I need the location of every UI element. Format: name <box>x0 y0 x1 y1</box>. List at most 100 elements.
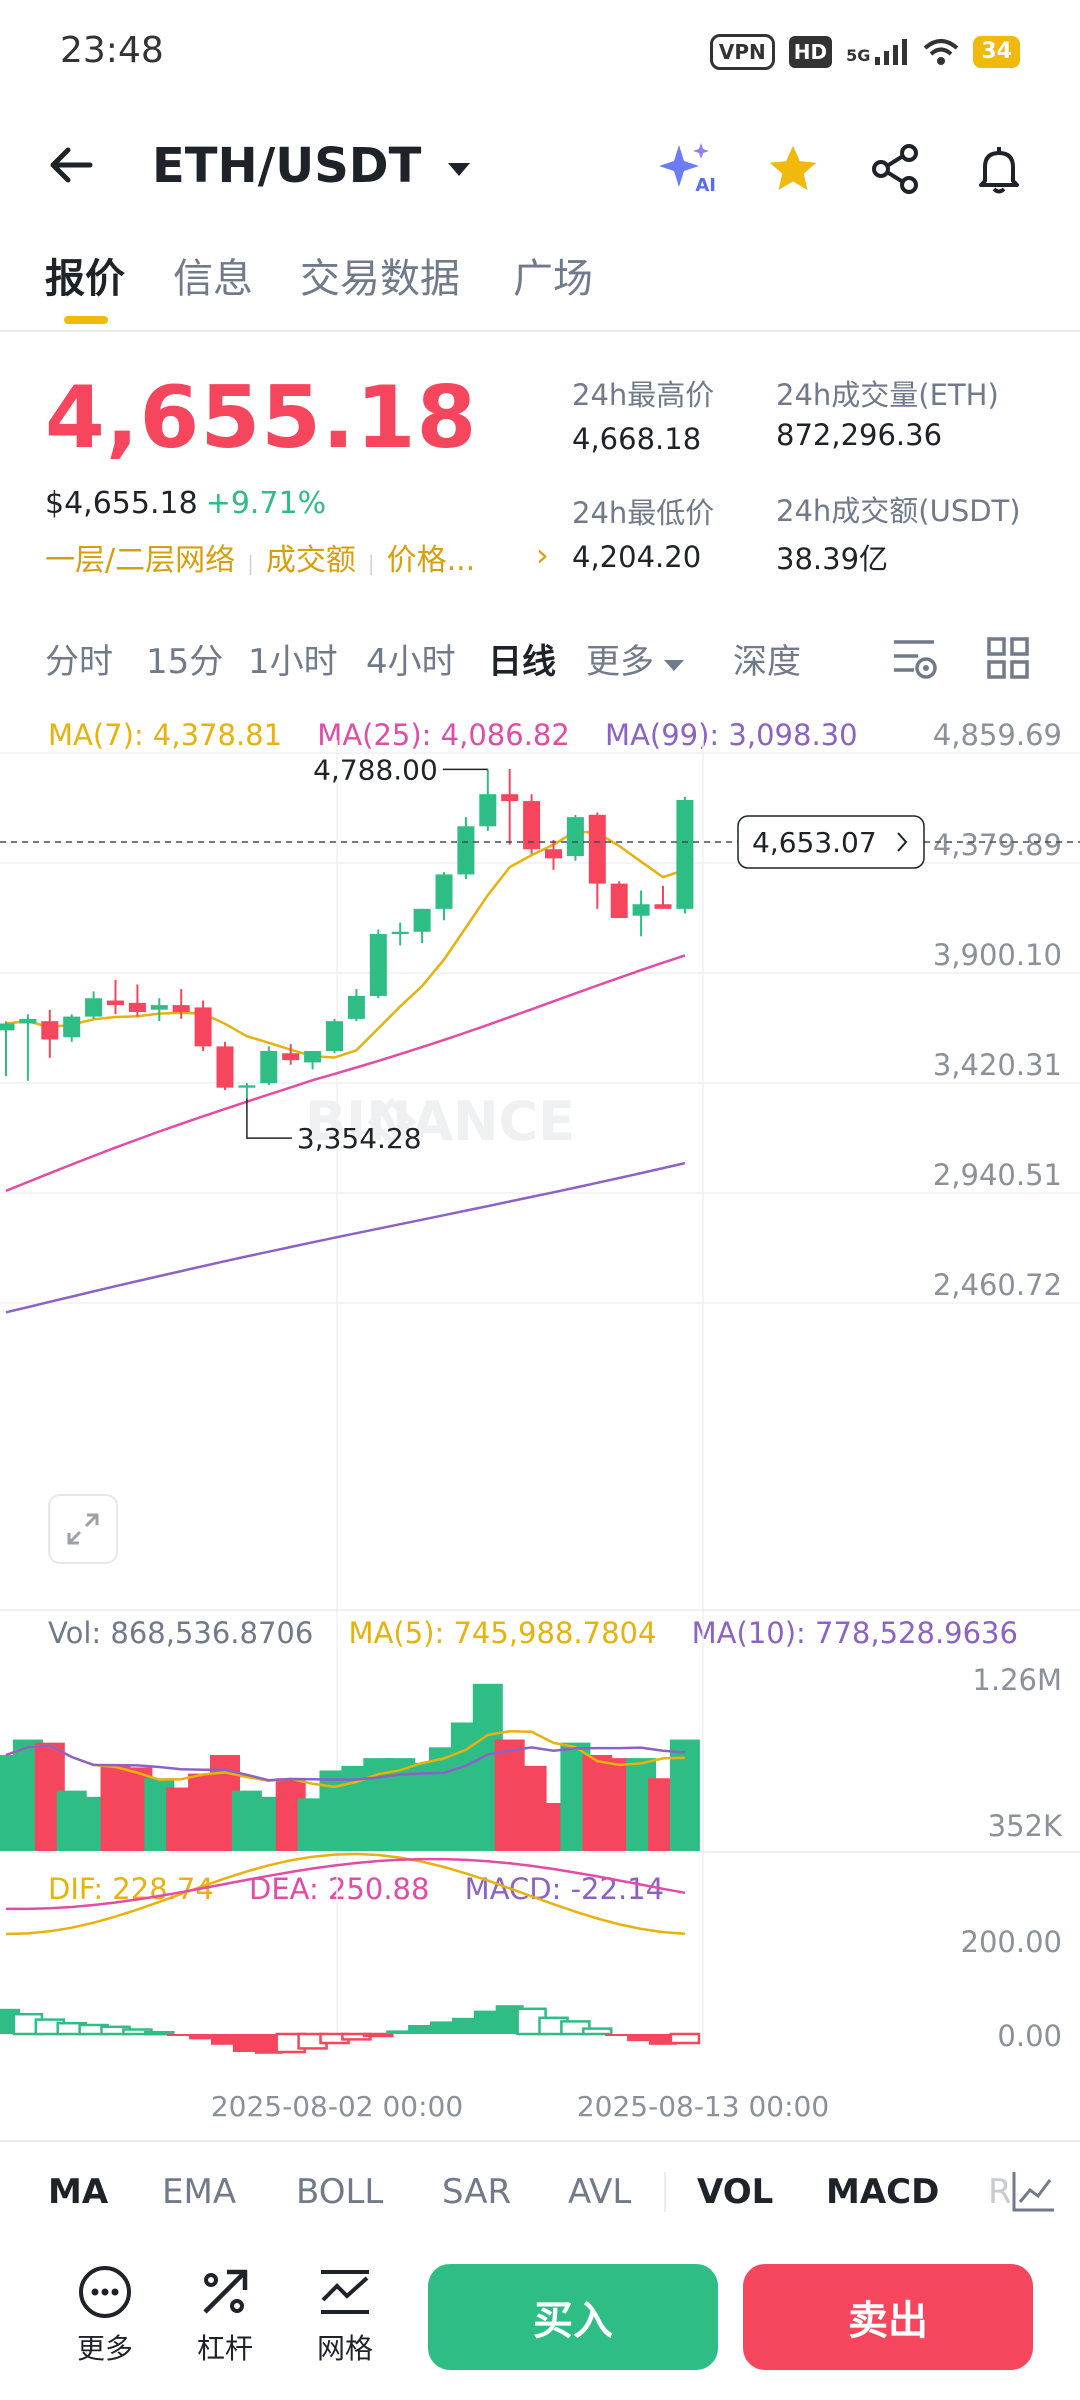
chart-settings-icon[interactable] <box>1010 2168 1056 2218</box>
vol-eth-label: 24h成交量(ETH) <box>776 378 999 412</box>
bell-icon[interactable] <box>964 134 1034 204</box>
macd-histogram-bar <box>473 2010 502 2034</box>
vol-ma5-legend: MA(5): 745,988.7804 <box>348 1616 657 1650</box>
high-marker-label: 4,788.00 <box>313 753 438 786</box>
price-axis-label: 3,900.10 <box>933 938 1062 972</box>
status-time: 23:48 <box>60 30 164 71</box>
dea-line <box>6 1857 686 1911</box>
macd-histogram-bar <box>144 2030 175 2036</box>
pair-selector[interactable]: ETH/USDT <box>152 138 474 194</box>
tab-square[interactable]: 广场 <box>513 256 593 302</box>
candle-body <box>457 826 475 875</box>
volume-axis-label: 352K <box>988 1809 1063 1843</box>
ai-label: AI <box>695 175 716 196</box>
low-value: 4,204.20 <box>572 540 702 574</box>
candle-body <box>150 1005 168 1010</box>
ind-macd[interactable]: MACD <box>826 2172 940 2212</box>
candle-body <box>566 817 584 857</box>
interval-more[interactable]: 更多 <box>586 634 686 683</box>
ind-ma[interactable]: MA <box>48 2172 109 2212</box>
candle-body <box>128 1002 146 1012</box>
buy-button[interactable]: 买入 <box>428 2264 718 2370</box>
ma99-line <box>5 1161 686 1314</box>
dea-legend: DEA: 250.88 <box>249 1872 430 1906</box>
ind-vol[interactable]: VOL <box>697 2172 774 2212</box>
price-axis-label: 4,859.69 <box>933 718 1062 752</box>
candle-body <box>19 1018 37 1024</box>
interval-4h[interactable]: 4小时 <box>366 642 456 682</box>
tab-info[interactable]: 信息 <box>173 256 253 302</box>
more-label: 更多 <box>76 2332 133 2365</box>
candle-body <box>326 1021 343 1051</box>
macd-histogram-bar <box>627 2034 656 2042</box>
candle-body <box>523 801 541 850</box>
macd-histogram-bar <box>451 2017 480 2034</box>
vol-ma5-line <box>5 1729 685 1789</box>
interval-time[interactable]: 分时 <box>45 642 113 682</box>
indicator-settings-icon[interactable] <box>890 636 938 686</box>
ind-divider <box>664 2172 666 2212</box>
tab-quote[interactable]: 报价 <box>45 256 125 302</box>
more-action[interactable]: 更多 <box>60 2264 150 2367</box>
interval-depth[interactable]: 深度 <box>733 642 801 682</box>
grid-action[interactable]: 网格 <box>300 2264 390 2367</box>
low-marker-label: 3,354.28 <box>297 1122 422 1155</box>
interval-bar: 分时 15分 1小时 4小时 日线 更多 深度 <box>0 630 1080 690</box>
macd-histogram-bar <box>189 2034 218 2040</box>
interval-15m[interactable]: 15分 <box>146 642 224 682</box>
layout-grid-icon[interactable] <box>986 636 1030 684</box>
leverage-action[interactable]: 杠杆 <box>180 2264 270 2367</box>
hd-icon: HD <box>788 36 833 68</box>
tab-trade-data[interactable]: 交易数据 <box>300 256 460 302</box>
high-label: 24h最高价 <box>572 378 715 412</box>
candle-body <box>216 1046 234 1088</box>
low-label: 24h最低价 <box>572 496 715 530</box>
tag-price[interactable]: 价格... <box>386 543 476 578</box>
caret-down-icon <box>448 163 471 176</box>
date-axis-label: 2025-08-13 00:00 <box>577 2090 829 2123</box>
interval-1d[interactable]: 日线 <box>488 642 556 682</box>
macd-histogram-bar <box>386 2030 415 2034</box>
tag-turnover[interactable]: 成交额 <box>265 543 356 578</box>
candle-body <box>501 794 519 802</box>
current-price-tag <box>737 815 925 869</box>
high-value: 4,668.18 <box>572 422 702 456</box>
change-percent: +9.71% <box>205 486 327 521</box>
candle-body <box>107 1000 124 1006</box>
volume-axis-label: 1.26M <box>972 1663 1062 1697</box>
macd-histogram-bar <box>232 2034 261 2052</box>
ind-boll[interactable]: BOLL <box>296 2172 384 2212</box>
top-tabs: 报价 信息 交易数据 广场 <box>0 238 1080 332</box>
pair-title: ETH/USDT <box>152 138 422 194</box>
indicator-tabs: MA EMA BOLL SAR AVL VOL MACD RSI <box>0 2140 1080 2242</box>
fullscreen-button[interactable] <box>48 1494 118 1564</box>
binance-logo-icon <box>367 1097 417 1147</box>
action-bar: 更多 杠杆 网格 买入 卖出 <box>0 2244 1080 2400</box>
candle-body <box>676 799 694 909</box>
tag-network[interactable]: 一层/二层网络 <box>45 543 236 578</box>
grid-label: 网格 <box>316 2332 373 2365</box>
usd-price: $4,655.18 +9.71% <box>45 486 326 521</box>
vol-usdt-label: 24h成交额(USDT) <box>776 494 1021 528</box>
ind-sar[interactable]: SAR <box>442 2172 512 2212</box>
ind-avl[interactable]: AVL <box>568 2172 632 2212</box>
back-arrow-icon[interactable] <box>46 140 96 203</box>
interval-1h[interactable]: 1小时 <box>248 642 338 682</box>
tab-indicator <box>64 316 108 324</box>
price-axis-label: 2,460.72 <box>933 1268 1062 1302</box>
macd-histogram-bar <box>167 2034 196 2036</box>
ind-ema[interactable]: EMA <box>162 2172 237 2212</box>
candle-body <box>545 849 562 859</box>
sell-button[interactable]: 卖出 <box>743 2264 1033 2370</box>
ma7-legend: MA(7): 4,378.81 <box>48 718 283 752</box>
candlestick-chart[interactable]: 4,859.69 4,379.89 3,900.10 3,420.31 2,940.51… <box>0 700 1080 2140</box>
share-icon[interactable] <box>860 134 930 204</box>
leverage-icon <box>203 2269 248 2314</box>
candle-body <box>194 1007 212 1047</box>
tags-more-chevron-icon[interactable]: › <box>536 536 549 574</box>
candle-body <box>413 908 431 932</box>
star-icon[interactable] <box>758 134 828 204</box>
ai-sparkle-icon[interactable]: AI <box>652 134 722 204</box>
ma25-legend: MA(25): 4,086.82 <box>317 718 570 752</box>
ma25-line <box>5 954 686 1192</box>
